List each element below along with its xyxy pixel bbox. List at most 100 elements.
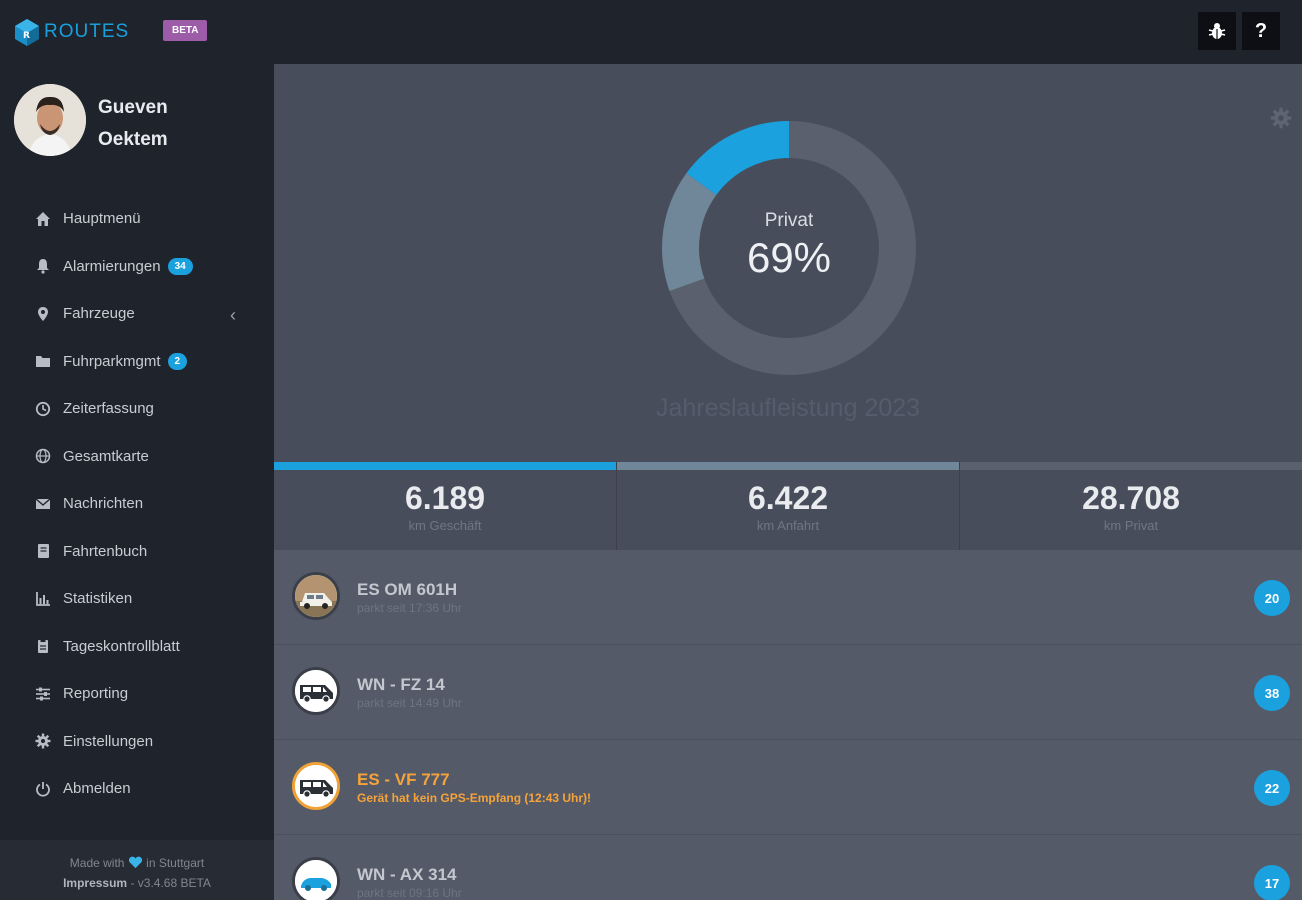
sidebar-item-label: Statistiken — [63, 590, 133, 608]
gear-icon — [34, 732, 52, 750]
top-bar: R ROUTES BETA ? — [0, 0, 1302, 64]
settings-gear-icon[interactable] — [1270, 107, 1292, 129]
vehicle-count-badge[interactable]: 22 — [1254, 770, 1290, 806]
user-first-name: Gueven — [98, 97, 168, 118]
vehicle-plate: ES OM 601H — [357, 580, 458, 599]
tab-value: 6.189 — [404, 480, 486, 516]
heart-icon — [128, 856, 142, 869]
avatar[interactable] — [14, 84, 86, 156]
sidebar-item-label: Abmelden — [63, 780, 131, 798]
tab-km-privat[interactable]: 28.708 km Privat — [960, 462, 1302, 550]
chevron-left-icon[interactable]: ‹ — [230, 305, 236, 325]
donut-slice-km-geschäft[interactable] — [686, 121, 789, 196]
help-button[interactable]: ? — [1242, 12, 1280, 50]
book-icon — [34, 542, 52, 560]
sidebar-item-einstellungen[interactable]: Einstellungen — [0, 718, 274, 766]
version-line: Impressum - v3.4.68 BETA — [0, 873, 274, 893]
car-icon — [292, 857, 340, 900]
tab-label: km Geschäft — [408, 518, 482, 533]
vehicle-status: parkt seit 09:16 Uhr — [357, 886, 462, 900]
sidebar-item-gesamtkarte[interactable]: Gesamtkarte — [0, 433, 274, 481]
sidebar-item-label: Tageskontrollblatt — [63, 637, 180, 655]
donut-percentage: 69% — [746, 234, 832, 281]
made-with-text: Made with — [69, 856, 125, 870]
vehicle-row[interactable]: ES - VF 777 Gerät hat kein GPS-Empfang (… — [274, 740, 1302, 835]
envelope-icon — [34, 495, 52, 513]
bell-icon — [34, 257, 52, 275]
tab-indicator — [960, 462, 1302, 470]
vehicle-row[interactable]: ES OM 601H parkt seit 17:36 Uhr 20 — [274, 550, 1302, 645]
bug-report-button[interactable] — [1198, 12, 1236, 50]
chart-title: Jahreslaufleistung 2023 — [655, 394, 921, 422]
vehicle-status: parkt seit 14:49 Uhr — [357, 696, 462, 710]
app-logo[interactable]: R ROUTES — [12, 16, 129, 48]
sidebar-item-zeiterfassung[interactable]: Zeiterfassung — [0, 385, 274, 433]
beta-badge: BETA — [163, 20, 208, 41]
sidebar-item-label: Einstellungen — [63, 732, 154, 750]
sidebar-item-alarmierungen[interactable]: Alarmierungen 34 — [0, 243, 274, 291]
clock-icon — [34, 400, 52, 418]
tab-value: 6.422 — [747, 480, 829, 516]
sidebar-item-label: Hauptmenü — [63, 210, 141, 228]
sidebar-nav: Hauptmenü Alarmierungen 34 Fahrzeuge ‹ F… — [0, 195, 274, 813]
vehicle-plate: ES - VF 777 — [357, 770, 450, 789]
home-icon — [34, 210, 52, 228]
donut-slice-km-privat[interactable] — [669, 121, 916, 375]
app-name: ROUTES — [44, 21, 130, 42]
user-photo-icon — [14, 84, 86, 156]
sidebar-item-label: Fuhrparkmgmt — [63, 352, 161, 370]
tab-label: km Privat — [1103, 518, 1159, 533]
sidebar-item-label: Fahrtenbuch — [63, 542, 148, 560]
sidebar-footer: Made with in Stuttgart Impressum - v3.4.… — [0, 840, 274, 900]
van-icon — [292, 762, 340, 810]
donut-svg — [662, 121, 916, 375]
impressum-link[interactable]: Impressum — [63, 876, 128, 890]
vehicle-list: ES OM 601H parkt seit 17:36 Uhr 20 WN - … — [274, 550, 1302, 900]
tab-indicator — [617, 462, 959, 470]
sidebar-item-nachrichten[interactable]: Nachrichten — [0, 480, 274, 528]
globe-icon — [34, 447, 52, 465]
sidebar-item-fuhrparkmgmt[interactable]: Fuhrparkmgmt 2 — [0, 338, 274, 386]
donut-category-label: Privat — [764, 210, 814, 231]
van-icon — [292, 667, 340, 715]
vehicle-plate: WN - FZ 14 — [357, 675, 445, 694]
mileage-tabs: 6.189 km Geschäft 6.422 km Anfahrt 28.70… — [274, 462, 1302, 550]
sidebar-item-fahrtenbuch[interactable]: Fahrtenbuch — [0, 528, 274, 576]
sidebar-item-label: Nachrichten — [63, 495, 144, 513]
vehicle-count-badge[interactable]: 17 — [1254, 865, 1290, 900]
map-pin-icon — [34, 305, 52, 323]
bug-icon — [1208, 23, 1226, 39]
tab-label: km Anfahrt — [756, 518, 820, 533]
sidebar-item-statistiken[interactable]: Statistiken — [0, 575, 274, 623]
tab-indicator — [274, 462, 616, 470]
vehicle-plate: WN - AX 314 — [357, 865, 457, 884]
tab-value: 28.708 — [1082, 480, 1180, 516]
alarm-count-badge: 34 — [167, 257, 193, 275]
sidebar-item-reporting[interactable]: Reporting — [0, 670, 274, 718]
fleet-count-badge: 2 — [167, 352, 188, 370]
mileage-donut-chart[interactable]: Privat 69% — [659, 118, 919, 378]
sidebar-item-tageskontrollblatt[interactable]: Tageskontrollblatt — [0, 623, 274, 671]
clipboard-icon — [34, 637, 52, 655]
sliders-icon — [34, 685, 52, 703]
donut-slice-km-anfahrt[interactable] — [662, 173, 717, 292]
vehicle-row[interactable]: WN - AX 314 parkt seit 09:16 Uhr 17 — [274, 835, 1302, 900]
user-last-name: Oektem — [98, 129, 168, 150]
sidebar: Gueven Oektem Hauptmenü Alarmierungen 34… — [0, 64, 274, 900]
sidebar-item-label: Alarmierungen — [63, 257, 161, 275]
folder-icon — [34, 352, 52, 370]
power-icon — [34, 780, 52, 798]
sidebar-item-label: Zeiterfassung — [63, 400, 154, 418]
sidebar-item-fahrzeuge[interactable]: Fahrzeuge ‹ — [0, 290, 274, 338]
sidebar-item-abmelden[interactable]: Abmelden — [0, 765, 274, 813]
sidebar-item-label: Reporting — [63, 685, 129, 703]
vehicle-row[interactable]: WN - FZ 14 parkt seit 14:49 Uhr 38 — [274, 645, 1302, 740]
sidebar-item-label: Gesamtkarte — [63, 447, 149, 465]
cube-logo-icon: R — [15, 19, 39, 46]
tab-km-anfahrt[interactable]: 6.422 km Anfahrt — [617, 462, 960, 550]
vehicle-count-badge[interactable]: 20 — [1254, 580, 1290, 616]
vehicle-count-badge[interactable]: 38 — [1254, 675, 1290, 711]
user-name[interactable]: Gueven Oektem — [98, 92, 258, 156]
sidebar-item-hauptmenue[interactable]: Hauptmenü — [0, 195, 274, 243]
tab-km-geschaeft[interactable]: 6.189 km Geschäft — [274, 462, 617, 550]
